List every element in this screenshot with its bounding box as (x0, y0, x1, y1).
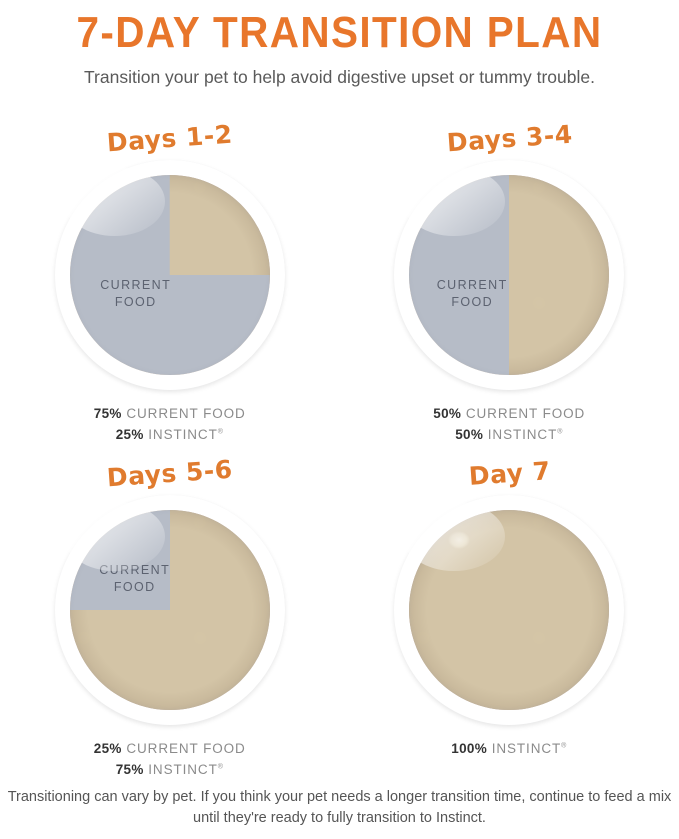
current-food-ratio-line: 50% CURRENT FOOD (340, 404, 679, 425)
page-subtitle: Transition your pet to help avoid digest… (83, 67, 595, 88)
food-bowl-days-5-6: CURRENT FOOD (54, 495, 285, 725)
page-title: 7-DAY TRANSITION PLAN (76, 8, 603, 57)
transition-stage-grid: Days 1-2 CURRENT FOOD 75% CURRENT FOOD 2… (0, 118, 679, 788)
stage-caption-days-3-4: 50% CURRENT FOOD 50% INSTINCT® (340, 404, 679, 446)
trademark-symbol: ® (561, 742, 568, 750)
trademark-symbol: ® (217, 428, 224, 436)
current-food-text: CURRENT FOOD (465, 406, 586, 421)
food-bowl-day-7 (394, 495, 625, 725)
current-food-text: CURRENT FOOD (126, 406, 246, 421)
trademark-symbol: ® (217, 763, 224, 771)
bowl-contents: CURRENT FOOD (409, 174, 610, 376)
stage-caption-days-1-2: 75% CURRENT FOOD 25% INSTINCT® (0, 404, 340, 446)
instinct-ratio-line: 25% INSTINCT® (0, 425, 340, 446)
header: 7-DAY TRANSITION PLAN Transition your pe… (0, 0, 679, 90)
current-food-percent: 50% (433, 406, 462, 421)
instinct-ratio-line: 75% INSTINCT® (0, 760, 340, 781)
instinct-percent: 75% (115, 761, 144, 777)
instinct-text: INSTINCT (148, 761, 218, 777)
current-food-text: CURRENT FOOD (126, 741, 246, 756)
food-bowl-days-1-2: CURRENT FOOD (54, 160, 285, 390)
current-food-percent: 75% (93, 406, 122, 421)
current-food-ratio-line: 25% CURRENT FOOD (0, 739, 340, 760)
instinct-percent: 100% (451, 741, 488, 756)
bowl-contents: CURRENT FOOD (69, 174, 270, 376)
footer-note: Transitioning can vary by pet. If you th… (7, 788, 672, 826)
trademark-symbol: ® (557, 428, 564, 436)
bowl-contents (409, 509, 610, 711)
stage-day-7: Day 7 100% INSTINCT® (340, 453, 679, 788)
stage-caption-day-7: 100% INSTINCT® (340, 739, 679, 760)
instinct-ratio-line: 50% INSTINCT® (340, 425, 679, 446)
instinct-percent: 50% (455, 426, 484, 442)
stage-days-1-2: Days 1-2 CURRENT FOOD 75% CURRENT FOOD 2… (0, 118, 340, 453)
instinct-percent: 25% (115, 426, 144, 442)
stage-days-3-4: Days 3-4 CURRENT FOOD 50% CURRENT FOOD 5… (340, 118, 679, 453)
current-food-percent: 25% (93, 741, 122, 756)
current-food-region (69, 509, 170, 610)
instinct-ratio-line: 100% INSTINCT® (340, 739, 679, 760)
instinct-text: INSTINCT (487, 426, 558, 442)
current-food-region (409, 174, 510, 376)
bowl-contents: CURRENT FOOD (69, 509, 270, 711)
stage-caption-days-5-6: 25% CURRENT FOOD 75% INSTINCT® (0, 739, 340, 781)
food-bowl-days-3-4: CURRENT FOOD (394, 160, 625, 390)
instinct-text: INSTINCT (148, 426, 218, 442)
kibble-texture (409, 509, 610, 711)
bowl-dish (394, 495, 625, 725)
instinct-text: INSTINCT (491, 741, 562, 756)
bowl-dish: CURRENT FOOD (394, 160, 625, 390)
bowl-dish: CURRENT FOOD (54, 160, 285, 390)
bowl-dish: CURRENT FOOD (54, 495, 285, 725)
current-food-ratio-line: 75% CURRENT FOOD (0, 404, 340, 425)
stage-days-5-6: Days 5-6 CURRENT FOOD 25% CURRENT FOOD 7… (0, 453, 340, 788)
